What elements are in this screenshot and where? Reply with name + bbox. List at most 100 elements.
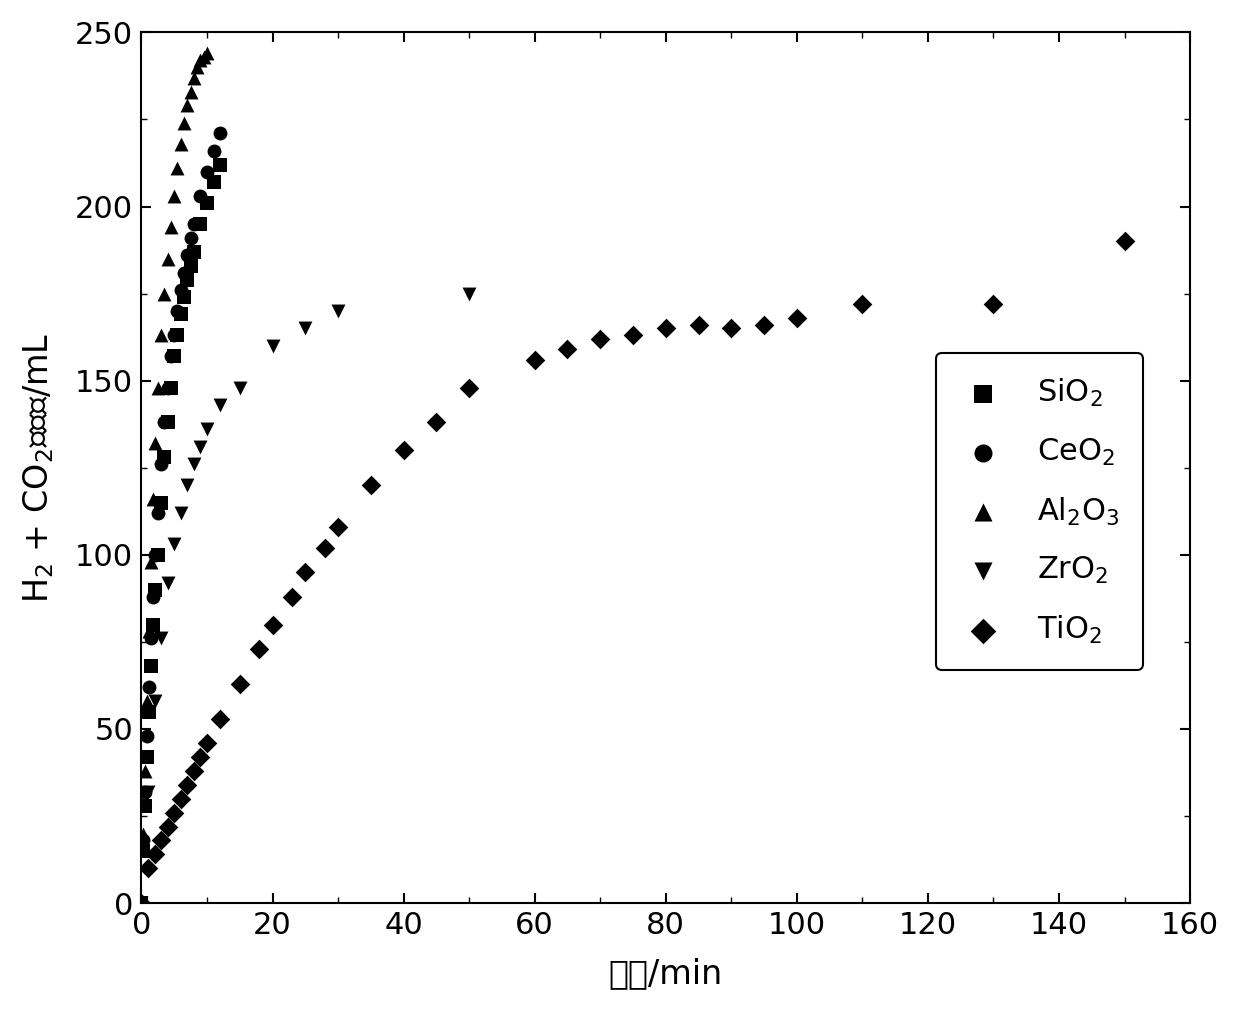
CeO$_2$: [197, 164, 217, 180]
TiO$_2$: [459, 379, 479, 395]
SiO$_2$: [141, 658, 161, 674]
CeO$_2$: [177, 247, 197, 263]
CeO$_2$: [139, 679, 159, 696]
SiO$_2$: [138, 749, 157, 765]
CeO$_2$: [138, 728, 157, 744]
Al$_2$O$_3$: [145, 436, 165, 452]
Al$_2$O$_3$: [148, 379, 167, 395]
ZrO$_2$: [191, 439, 211, 455]
SiO$_2$: [191, 215, 211, 232]
TiO$_2$: [852, 296, 872, 312]
CeO$_2$: [141, 630, 161, 646]
TiO$_2$: [210, 711, 229, 727]
Al$_2$O$_3$: [164, 188, 184, 204]
SiO$_2$: [144, 617, 164, 633]
CeO$_2$: [171, 282, 191, 298]
ZrO$_2$: [184, 456, 203, 472]
CeO$_2$: [155, 415, 175, 431]
Al$_2$O$_3$: [197, 45, 217, 62]
SiO$_2$: [131, 895, 151, 911]
SiO$_2$: [151, 494, 171, 511]
TiO$_2$: [656, 320, 676, 337]
TiO$_2$: [164, 805, 184, 821]
TiO$_2$: [171, 791, 191, 807]
SiO$_2$: [161, 379, 181, 395]
CeO$_2$: [191, 188, 211, 204]
SiO$_2$: [203, 174, 223, 190]
TiO$_2$: [145, 846, 165, 862]
Al$_2$O$_3$: [144, 491, 164, 508]
CeO$_2$: [184, 215, 203, 232]
TiO$_2$: [263, 617, 283, 633]
TiO$_2$: [558, 342, 578, 358]
SiO$_2$: [139, 704, 159, 720]
TiO$_2$: [131, 895, 151, 911]
CeO$_2$: [151, 456, 171, 472]
SiO$_2$: [164, 348, 184, 364]
Al$_2$O$_3$: [131, 895, 151, 911]
CeO$_2$: [131, 895, 151, 911]
TiO$_2$: [393, 442, 413, 458]
Al$_2$O$_3$: [135, 762, 155, 778]
CeO$_2$: [134, 832, 154, 848]
CeO$_2$: [135, 784, 155, 800]
Al$_2$O$_3$: [151, 328, 171, 344]
CeO$_2$: [210, 125, 229, 142]
TiO$_2$: [197, 735, 217, 751]
ZrO$_2$: [131, 895, 151, 911]
Al$_2$O$_3$: [193, 49, 213, 65]
ZrO$_2$: [263, 338, 283, 354]
TiO$_2$: [722, 320, 742, 337]
Al$_2$O$_3$: [157, 251, 177, 267]
Al$_2$O$_3$: [134, 825, 154, 841]
ZrO$_2$: [145, 694, 165, 710]
Al$_2$O$_3$: [177, 97, 197, 113]
ZrO$_2$: [138, 784, 157, 800]
TiO$_2$: [361, 477, 381, 493]
TiO$_2$: [184, 762, 203, 778]
SiO$_2$: [171, 306, 191, 323]
ZrO$_2$: [177, 477, 197, 493]
Y-axis label: H$_2$ + CO$_2$总体积/mL: H$_2$ + CO$_2$总体积/mL: [21, 333, 56, 603]
Al$_2$O$_3$: [161, 219, 181, 236]
X-axis label: 时间/min: 时间/min: [609, 957, 723, 990]
SiO$_2$: [197, 195, 217, 211]
Al$_2$O$_3$: [184, 70, 203, 86]
TiO$_2$: [138, 860, 157, 877]
TiO$_2$: [983, 296, 1003, 312]
CeO$_2$: [148, 504, 167, 521]
SiO$_2$: [177, 272, 197, 288]
SiO$_2$: [174, 289, 193, 305]
TiO$_2$: [177, 776, 197, 793]
ZrO$_2$: [210, 397, 229, 413]
TiO$_2$: [688, 316, 708, 333]
ZrO$_2$: [295, 320, 315, 337]
TiO$_2$: [295, 564, 315, 580]
Al$_2$O$_3$: [174, 115, 193, 131]
Al$_2$O$_3$: [139, 624, 159, 640]
CeO$_2$: [145, 547, 165, 563]
ZrO$_2$: [151, 630, 171, 646]
SiO$_2$: [148, 547, 167, 563]
SiO$_2$: [157, 415, 177, 431]
TiO$_2$: [754, 316, 774, 333]
Al$_2$O$_3$: [138, 694, 157, 710]
ZrO$_2$: [164, 536, 184, 552]
Al$_2$O$_3$: [155, 285, 175, 301]
SiO$_2$: [145, 581, 165, 598]
CeO$_2$: [164, 328, 184, 344]
CeO$_2$: [161, 348, 181, 364]
SiO$_2$: [155, 449, 175, 465]
Legend: SiO$_2$, CeO$_2$, Al$_2$O$_3$, ZrO$_2$, TiO$_2$: SiO$_2$, CeO$_2$, Al$_2$O$_3$, ZrO$_2$, …: [936, 353, 1143, 670]
SiO$_2$: [135, 798, 155, 814]
TiO$_2$: [590, 331, 610, 347]
ZrO$_2$: [171, 504, 191, 521]
TiO$_2$: [329, 519, 348, 535]
SiO$_2$: [134, 843, 154, 859]
TiO$_2$: [157, 819, 177, 835]
SiO$_2$: [210, 157, 229, 173]
SiO$_2$: [181, 258, 201, 274]
TiO$_2$: [525, 352, 544, 368]
Al$_2$O$_3$: [141, 554, 161, 570]
CeO$_2$: [144, 588, 164, 605]
